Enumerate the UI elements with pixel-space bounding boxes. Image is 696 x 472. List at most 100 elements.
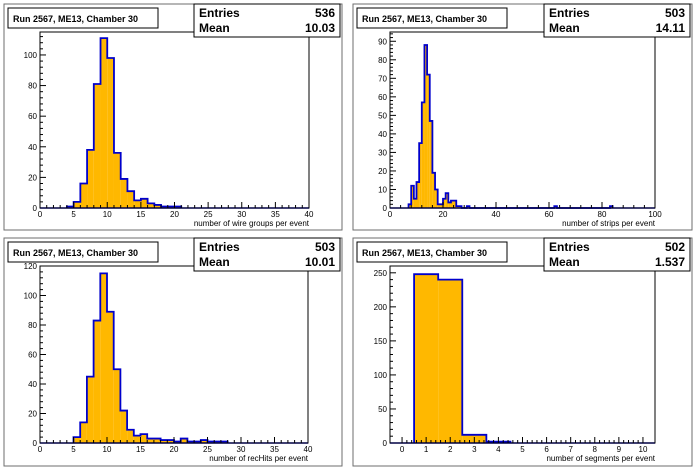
stat-mean-label: Mean bbox=[549, 255, 580, 269]
y-tick-label: 10 bbox=[378, 185, 387, 194]
histogram-bars bbox=[408, 44, 613, 209]
y-tick-label: 80 bbox=[28, 82, 37, 91]
histogram-bar bbox=[180, 438, 188, 443]
y-tick-label: 120 bbox=[24, 262, 38, 271]
histogram-bar bbox=[140, 434, 148, 443]
chart-title: Run 2567, ME13, Chamber 30 bbox=[362, 14, 487, 24]
histogram-panel-1: 0 5 10 15 20 25 30 35 40 0 20 40 60 80 100 number of wi… bbox=[3, 3, 343, 231]
histogram-bar bbox=[80, 183, 88, 208]
histogram-bar bbox=[127, 429, 134, 443]
panel-border bbox=[3, 237, 343, 467]
x-tick-label: 5 bbox=[520, 445, 525, 454]
stats-frame bbox=[543, 3, 691, 38]
x-tick-label: 80 bbox=[598, 210, 607, 219]
x-tick-label: 6 bbox=[544, 445, 549, 454]
stat-entries-label: Entries bbox=[199, 240, 240, 254]
y-tick-label: 40 bbox=[28, 143, 37, 152]
histogram-bar bbox=[113, 369, 121, 443]
histogram-bar bbox=[466, 206, 470, 208]
x-tick-label: 20 bbox=[170, 210, 179, 219]
stats-box: Entries 503 Mean 14.11 bbox=[543, 3, 691, 38]
x-tick-label: 25 bbox=[204, 210, 213, 219]
histogram-bar bbox=[438, 279, 463, 443]
chart-title: Run 2567, ME13, Chamber 30 bbox=[13, 248, 138, 258]
x-tick-label: 1 bbox=[424, 445, 429, 454]
histogram-bar bbox=[437, 204, 441, 208]
histogram-bar bbox=[140, 198, 148, 208]
histogram-bar bbox=[408, 204, 412, 208]
x-tick-label: 7 bbox=[568, 445, 573, 454]
histogram-bar bbox=[414, 274, 439, 443]
histogram-bar bbox=[147, 438, 154, 443]
x-tick-label: 100 bbox=[648, 210, 662, 219]
histogram-bar bbox=[419, 143, 422, 208]
y-tick-label: 60 bbox=[28, 351, 37, 360]
y-tick-label: 40 bbox=[28, 380, 37, 389]
histogram-bar bbox=[154, 204, 162, 208]
x-tick-label: 5 bbox=[71, 210, 76, 219]
histogram-bar bbox=[93, 320, 101, 443]
y-tick-label: 60 bbox=[378, 93, 387, 102]
title-frame bbox=[7, 241, 159, 263]
stat-mean-value: 14.11 bbox=[656, 21, 686, 35]
histogram-bar bbox=[453, 200, 457, 208]
histogram-bar bbox=[120, 178, 128, 208]
title-box: Run 2567, ME13, Chamber 30 bbox=[7, 7, 159, 29]
x-tick-label: 40 bbox=[305, 210, 314, 219]
x-tick-label: 35 bbox=[270, 445, 279, 454]
histogram-bar bbox=[100, 273, 107, 443]
x-tick-label: 15 bbox=[136, 210, 145, 219]
histogram-bar bbox=[87, 149, 94, 208]
x-tick-label: 10 bbox=[639, 445, 648, 454]
histogram-bar bbox=[153, 438, 161, 443]
histogram-bar bbox=[107, 311, 114, 443]
y-tick-label: 40 bbox=[378, 130, 387, 139]
x-tick-label: 60 bbox=[545, 210, 554, 219]
x-tick-label: 3 bbox=[472, 445, 477, 454]
stats-frame bbox=[543, 237, 691, 272]
stats-frame bbox=[193, 3, 341, 38]
histogram-bar bbox=[113, 152, 121, 208]
x-tick-label: 10 bbox=[103, 445, 112, 454]
histogram-bar bbox=[443, 198, 446, 208]
histogram-bar bbox=[413, 198, 417, 208]
x-tick-label: 2 bbox=[448, 445, 453, 454]
plot-frame bbox=[389, 31, 656, 209]
histogram-bar bbox=[450, 200, 454, 208]
y-tick-label: 30 bbox=[378, 148, 387, 157]
histogram-bars bbox=[414, 274, 511, 443]
y-tick-label: 0 bbox=[33, 439, 38, 448]
x-tick-label: 0 bbox=[388, 210, 393, 219]
x-tick-label: 8 bbox=[593, 445, 598, 454]
histogram-bar bbox=[100, 38, 108, 209]
y-tick-label: 20 bbox=[28, 410, 37, 419]
histogram-bar bbox=[424, 44, 428, 209]
stats-frame bbox=[193, 237, 341, 272]
x-axis-title: number of recHits per event bbox=[209, 454, 308, 463]
y-tick-label: 60 bbox=[28, 112, 37, 121]
panel-border bbox=[352, 237, 693, 467]
y-tick-label: 20 bbox=[378, 167, 387, 176]
histogram-bar bbox=[448, 202, 451, 208]
histogram-bar bbox=[147, 203, 155, 208]
histogram-bar bbox=[440, 204, 443, 208]
histogram-bar bbox=[456, 206, 459, 208]
stat-entries-value: 503 bbox=[315, 240, 335, 254]
histogram-bar bbox=[134, 200, 141, 208]
stat-mean-value: 1.537 bbox=[655, 255, 685, 269]
histogram-bar bbox=[127, 191, 135, 208]
y-tick-label: 80 bbox=[28, 321, 37, 330]
histogram-bar bbox=[429, 120, 433, 208]
histogram-bar bbox=[120, 410, 128, 443]
y-tick-label: 50 bbox=[378, 405, 387, 414]
stat-entries-label: Entries bbox=[549, 240, 590, 254]
histogram-bar bbox=[416, 182, 420, 208]
y-tick-label: 80 bbox=[378, 56, 387, 65]
x-tick-label: 0 bbox=[400, 445, 405, 454]
y-tick-label: 100 bbox=[24, 51, 38, 60]
histogram-bar bbox=[427, 74, 430, 208]
x-axis-title: number of wire groups per event bbox=[194, 219, 310, 228]
histogram-bar bbox=[609, 206, 613, 208]
title-frame bbox=[356, 7, 508, 29]
